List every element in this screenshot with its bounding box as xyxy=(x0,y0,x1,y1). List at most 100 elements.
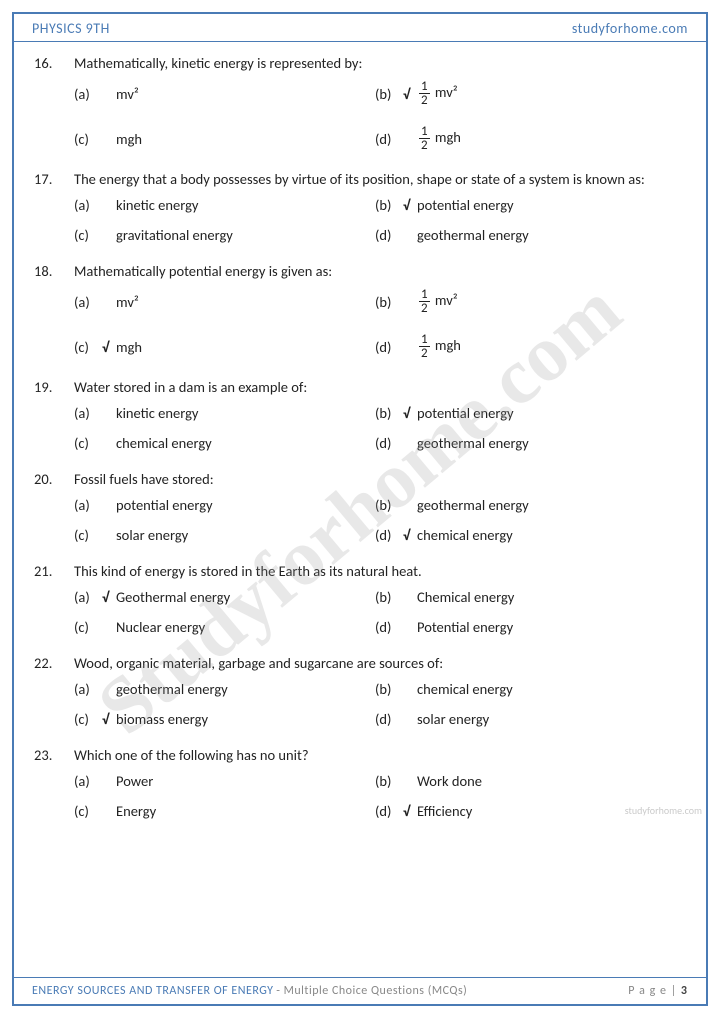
question: 21.This kind of energy is stored in the … xyxy=(34,562,676,636)
option: (c) Energy xyxy=(74,802,375,820)
question-text: This kind of energy is stored in the Ear… xyxy=(74,562,676,580)
check-icon: √ xyxy=(403,404,417,422)
option: (b)geothermal energy xyxy=(375,496,676,514)
option: (a)mv² xyxy=(74,80,375,107)
option-label: (b) xyxy=(375,680,403,698)
question-body: Wood, organic material, garbage and suga… xyxy=(74,654,676,728)
option-text: 12 mgh xyxy=(417,125,676,152)
question: 17.The energy that a body possesses by v… xyxy=(34,170,676,244)
option-text: Work done xyxy=(417,772,676,790)
question: 18.Mathematically potential energy is gi… xyxy=(34,262,676,360)
question-body: Fossil fuels have stored:(a)potential en… xyxy=(74,470,676,544)
option-text: 12 mv² xyxy=(417,80,676,107)
question-number: 18. xyxy=(34,262,74,360)
option-text: potential energy xyxy=(417,404,676,422)
footer-page-label: P a g e | xyxy=(628,984,677,998)
header-right: studyforhome.com xyxy=(572,20,688,37)
option-label: (b) xyxy=(375,196,403,214)
option: (a)√Geothermal energy xyxy=(74,588,375,606)
option-label: (b) xyxy=(375,85,403,103)
question-number: 19. xyxy=(34,378,74,452)
fraction-half: 12 xyxy=(419,80,430,107)
option: (b) Work done xyxy=(375,772,676,790)
option: (a)kinetic energy xyxy=(74,196,375,214)
check-icon: √ xyxy=(102,588,116,606)
footer-subtitle: - Multiple Choice Questions (MCQs) xyxy=(276,984,467,998)
option-label: (c) xyxy=(74,526,102,544)
footer-page-num: 3 xyxy=(681,984,688,998)
options: (a)√Geothermal energy(b)Chemical energy(… xyxy=(74,588,676,636)
option: (c) gravitational energy xyxy=(74,226,375,244)
option: (c)solar energy xyxy=(74,526,375,544)
option-text: geothermal energy xyxy=(116,680,375,698)
option-label: (d) xyxy=(375,338,403,356)
option-text: potential energy xyxy=(116,496,375,514)
option: (a)kinetic energy xyxy=(74,404,375,422)
option-text: potential energy xyxy=(417,196,676,214)
option-text: Potential energy xyxy=(417,618,676,636)
question-number: 16. xyxy=(34,54,74,152)
check-icon: √ xyxy=(403,526,417,544)
options: (a)kinetic energy(b)√potential energy(c)… xyxy=(74,196,676,244)
option-label: (b) xyxy=(375,772,403,790)
question-text: Water stored in a dam is an example of: xyxy=(74,378,676,396)
option: (c)√biomass energy xyxy=(74,710,375,728)
question-body: Water stored in a dam is an example of: (… xyxy=(74,378,676,452)
option-label: (d) xyxy=(375,526,403,544)
option-text: geothermal energy xyxy=(417,496,676,514)
option: (a)potential energy xyxy=(74,496,375,514)
option-label: (b) xyxy=(375,588,403,606)
question-text: Mathematically potential energy is given… xyxy=(74,262,676,280)
option: (b)√12 mv² xyxy=(375,80,676,107)
question-text: The energy that a body possesses by virt… xyxy=(74,170,676,188)
option-label: (a) xyxy=(74,680,102,698)
option-label: (b) xyxy=(375,293,403,311)
option-label: (d) xyxy=(375,130,403,148)
check-icon: √ xyxy=(403,802,417,820)
option-label: (c) xyxy=(74,802,102,820)
page-border: PHYSICS 9TH studyforhome.com Studyforhom… xyxy=(12,12,708,1006)
option: (c)mgh xyxy=(74,125,375,152)
check-icon: √ xyxy=(102,710,116,728)
option-text: Energy xyxy=(116,802,375,820)
option: (b) Chemical energy xyxy=(375,588,676,606)
option-text: Chemical energy xyxy=(417,588,676,606)
question: 20.Fossil fuels have stored:(a)potential… xyxy=(34,470,676,544)
option-text: Geothermal energy xyxy=(116,588,375,606)
option-label: (d) xyxy=(375,710,403,728)
fraction-half: 12 xyxy=(419,288,430,315)
option-text: kinetic energy xyxy=(116,196,375,214)
option-text: chemical energy xyxy=(116,434,375,452)
option-text: chemical energy xyxy=(417,680,676,698)
option-text: geothermal energy xyxy=(417,226,676,244)
check-icon: √ xyxy=(102,338,116,356)
option-text: 12 mgh xyxy=(417,333,676,360)
option-label: (c) xyxy=(74,618,102,636)
question-body: Which one of the following has no unit? (… xyxy=(74,746,676,820)
question: 16.Mathematically, kinetic energy is rep… xyxy=(34,54,676,152)
option-label: (a) xyxy=(74,772,102,790)
option-text: chemical energy xyxy=(417,526,676,544)
option-text: 12 mv² xyxy=(417,288,676,315)
option: (d) 12 mgh xyxy=(375,125,676,152)
question-body: Mathematically potential energy is given… xyxy=(74,262,676,360)
question-number: 23. xyxy=(34,746,74,820)
question: 22.Wood, organic material, garbage and s… xyxy=(34,654,676,728)
option-label: (d) xyxy=(375,802,403,820)
option-label: (c) xyxy=(74,338,102,356)
option-text: Power xyxy=(116,772,375,790)
option: (d)geothermal energy xyxy=(375,434,676,452)
option: (d)geothermal energy xyxy=(375,226,676,244)
option: (d)Potential energy xyxy=(375,618,676,636)
option: (c) Nuclear energy xyxy=(74,618,375,636)
option-label: (c) xyxy=(74,226,102,244)
options: (a)Power(b)Work done(c)Energy(d)√Efficie… xyxy=(74,772,676,820)
option-text: biomass energy xyxy=(116,710,375,728)
option: (c)√mgh xyxy=(74,333,375,360)
option-text: Nuclear energy xyxy=(116,618,375,636)
options: (a)potential energy(b)geothermal energy(… xyxy=(74,496,676,544)
question: 19.Water stored in a dam is an example o… xyxy=(34,378,676,452)
option: (a) geothermal energy xyxy=(74,680,375,698)
question-text: Which one of the following has no unit? xyxy=(74,746,676,764)
option-text: gravitational energy xyxy=(116,226,375,244)
